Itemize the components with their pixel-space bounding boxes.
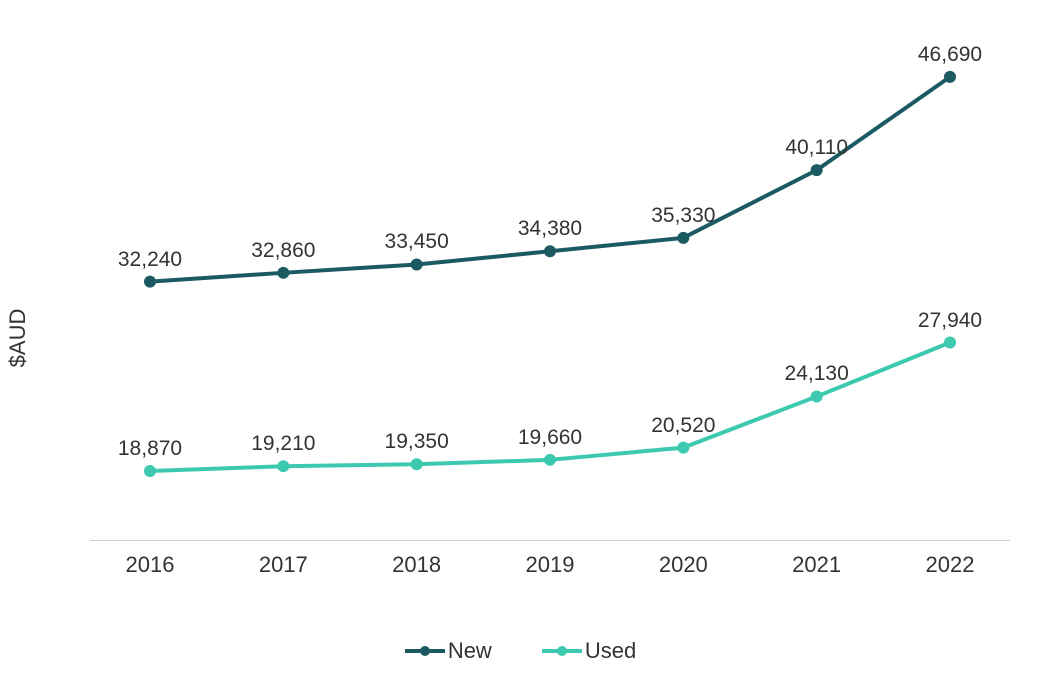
legend-label: New: [448, 638, 492, 664]
data-label-used: 19,660: [518, 426, 582, 450]
series-marker-used: [144, 465, 156, 477]
plot-area: 32,240 32,860 33,450 34,380 35,330 40,110 46,6…: [90, 30, 1010, 541]
data-label-used: 19,210: [251, 432, 315, 456]
data-label-new: 34,380: [518, 217, 582, 241]
series-marker-used: [411, 458, 423, 470]
y-axis-label: $AUD: [5, 309, 31, 368]
series-marker-new: [811, 164, 823, 176]
legend-swatch: [542, 649, 582, 653]
data-label-new: 32,860: [251, 239, 315, 263]
series-marker-new: [277, 267, 289, 279]
legend-label: Used: [585, 638, 636, 664]
series-marker-new: [144, 276, 156, 288]
chart-svg: [90, 30, 1010, 540]
x-tick-label: 2019: [510, 552, 590, 578]
data-label-used: 19,350: [385, 430, 449, 454]
x-tick-label: 2016: [110, 552, 190, 578]
data-label-used: 27,940: [918, 309, 982, 333]
data-label-new: 40,110: [785, 136, 848, 160]
legend-item-used: Used: [542, 638, 636, 664]
legend-item-new: New: [405, 638, 492, 664]
x-tick-label: 2020: [643, 552, 723, 578]
chart-container: $AUD 32,240 32,860 33,450 34,380 35,330 40,11…: [0, 0, 1041, 676]
series-marker-used: [677, 442, 689, 454]
data-label-used: 18,870: [118, 437, 182, 461]
data-label-new: 32,240: [118, 248, 182, 272]
series-marker-used: [277, 460, 289, 472]
legend: New Used: [0, 638, 1041, 664]
series-marker-used: [544, 454, 556, 466]
series-marker-used: [811, 390, 823, 402]
series-marker-new: [944, 71, 956, 83]
data-label-used: 20,520: [651, 414, 715, 438]
series-marker-used: [944, 337, 956, 349]
series-marker-new: [677, 232, 689, 244]
series-marker-new: [411, 258, 423, 270]
x-axis: 2016 2017 2018 2019 2020 2021 2022: [90, 540, 1010, 600]
data-label-new: 46,690: [918, 43, 982, 67]
x-tick-label: 2022: [910, 552, 990, 578]
data-label-new: 35,330: [651, 204, 715, 228]
legend-swatch: [405, 649, 445, 653]
x-tick-label: 2021: [777, 552, 857, 578]
data-label-new: 33,450: [385, 230, 449, 254]
x-tick-label: 2018: [377, 552, 457, 578]
x-tick-label: 2017: [243, 552, 323, 578]
series-marker-new: [544, 245, 556, 257]
data-label-used: 24,130: [785, 362, 849, 386]
